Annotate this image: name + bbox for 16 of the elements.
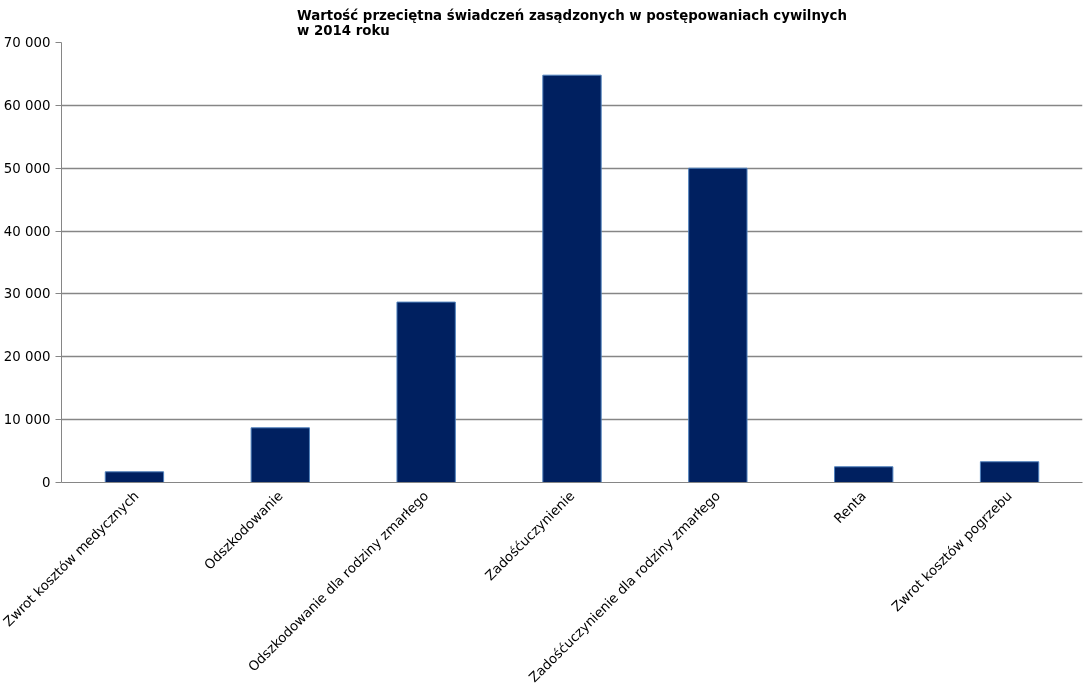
bar bbox=[688, 167, 748, 483]
bar bbox=[250, 427, 310, 483]
bar bbox=[834, 466, 894, 483]
bar bbox=[542, 74, 602, 483]
y-tick-label: 60 000 bbox=[3, 97, 51, 113]
y-tick-label: 10 000 bbox=[3, 412, 51, 428]
bar bbox=[979, 461, 1040, 483]
chart-title: Wartość przeciętna świadczeń zasądzonych w postępowaniach cywilnych w 2014 roku bbox=[297, 7, 847, 38]
y-tick-label: 50 000 bbox=[3, 160, 51, 176]
bar bbox=[104, 471, 165, 483]
y-tick-label: 70 000 bbox=[3, 35, 51, 50]
y-tick-label: 0 bbox=[42, 475, 51, 490]
y-tick-label: 40 000 bbox=[3, 223, 51, 239]
y-tick-label: 30 000 bbox=[3, 286, 51, 302]
y-tick-label: 20 000 bbox=[3, 349, 51, 365]
bar bbox=[396, 301, 456, 483]
